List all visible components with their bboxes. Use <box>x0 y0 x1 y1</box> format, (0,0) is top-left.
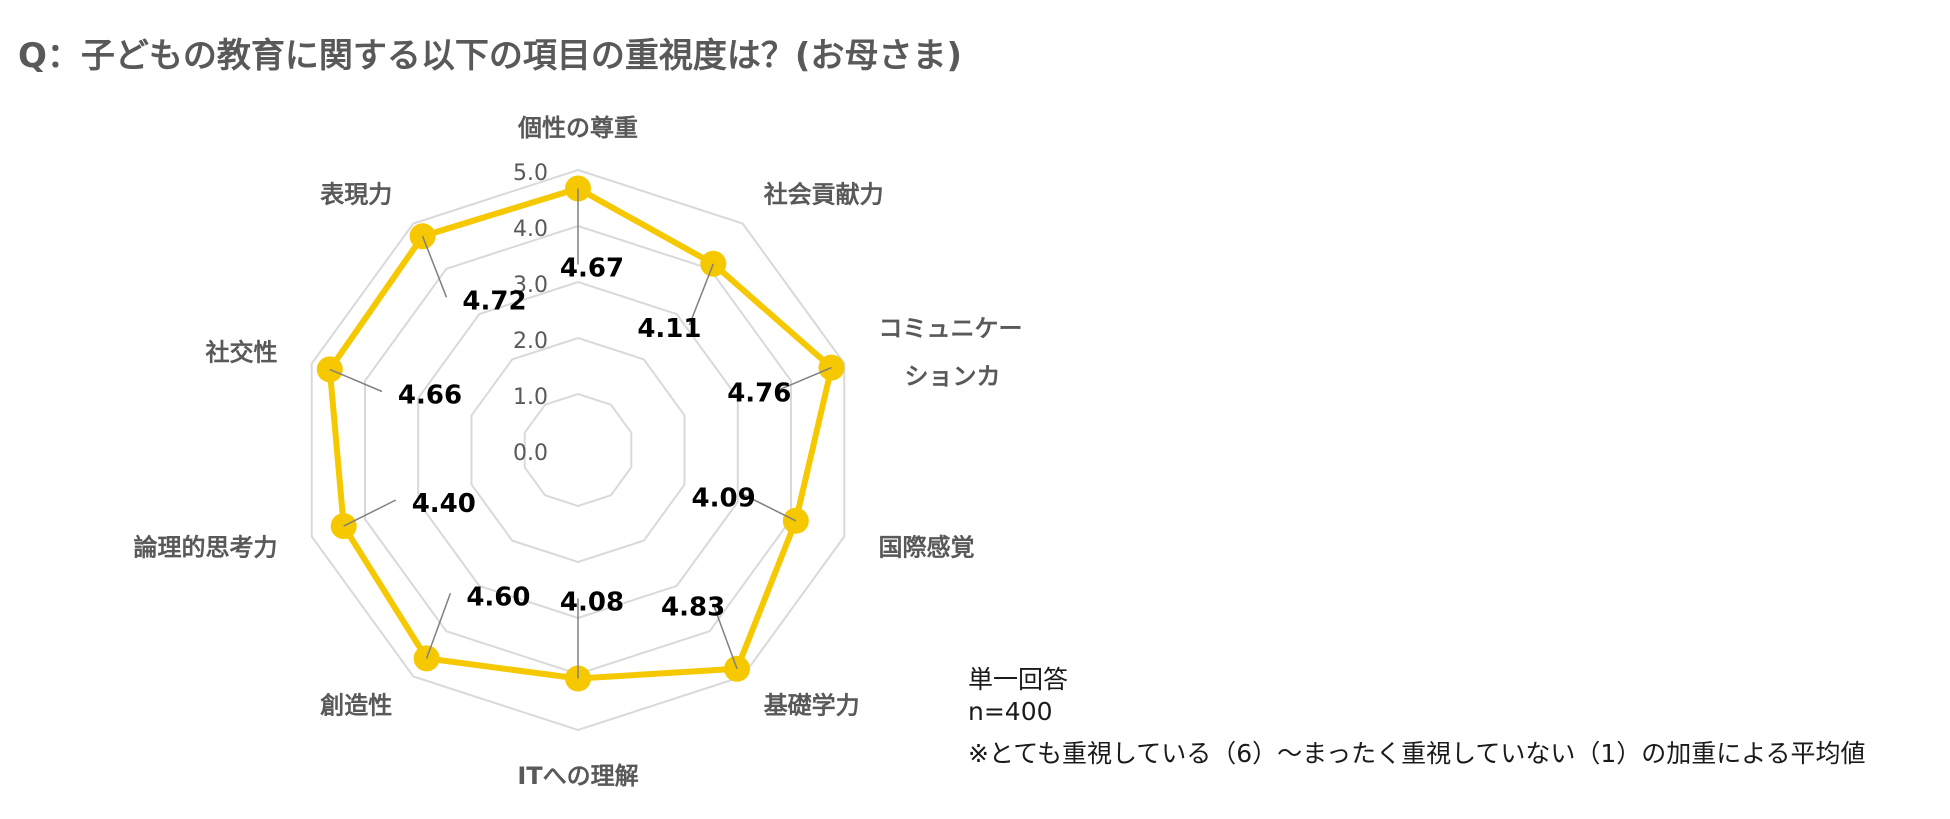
grid-ring-1 <box>523 392 633 508</box>
grid-ring-5 <box>310 168 846 732</box>
category-label: 論理的思考力 <box>134 534 278 562</box>
category-label: 基礎学力 <box>764 692 860 720</box>
category-label: 社交性 <box>206 338 278 366</box>
data-label: 4.40 <box>412 489 476 519</box>
page-title: Q：子どもの教育に関する以下の項目の重視度は？(お母さま) <box>18 36 962 76</box>
category-label-line: 論理的思考力 <box>134 534 278 562</box>
category-label-line: コミュニケー <box>879 314 1023 342</box>
category-label-line: 表現力 <box>320 180 392 208</box>
tick-label: 1.0 <box>513 385 548 410</box>
radar-chart: 0.0 1.0 2.0 3.0 4.0 5.0 個性の尊重社会貢献力コミュニケーションカ国… <box>134 114 1023 790</box>
category-label-line: ITへの理解 <box>517 762 638 790</box>
leader-line <box>779 366 832 391</box>
category-label-line: 個性の尊重 <box>517 114 638 142</box>
tick-label: 5.0 <box>513 161 548 186</box>
leader-line <box>425 593 452 659</box>
data-labels: 4.67 4.11 4.76 4.09 4.83 4.08 4.60 4.40 4.66 4.72 <box>398 254 791 623</box>
tick-label: 4.0 <box>513 217 548 242</box>
note-method: ※とても重視している（6）～まったく重視していない（1）の加重による平均値 <box>968 739 1866 768</box>
category-label-line: ションカ <box>905 362 1001 390</box>
category-label-line: 社交性 <box>206 338 278 366</box>
leader-line <box>743 494 797 522</box>
data-label: 4.67 <box>560 254 624 284</box>
leader-line <box>712 603 738 670</box>
data-label: 4.76 <box>727 379 791 409</box>
data-label: 4.09 <box>692 484 756 514</box>
note-answer-type: 単一回答 <box>968 665 1069 694</box>
data-label: 4.72 <box>462 286 526 316</box>
category-label: 表現力 <box>320 180 392 208</box>
data-label: 4.08 <box>560 588 624 618</box>
leader-line <box>421 235 448 298</box>
tick-label: 0.0 <box>513 441 548 466</box>
category-label: ITへの理解 <box>517 762 638 790</box>
grid-ring-2 <box>470 336 686 564</box>
data-label: 4.83 <box>661 593 725 623</box>
data-label: 4.66 <box>398 381 462 411</box>
category-label: コミュニケーションカ <box>879 314 1023 390</box>
category-label-line: 国際感覚 <box>879 534 975 562</box>
tick-labels: 0.0 1.0 2.0 3.0 4.0 5.0 <box>513 161 548 466</box>
category-label: 国際感覚 <box>879 534 975 562</box>
leader-line <box>688 263 714 326</box>
category-label: 創造性 <box>320 692 392 720</box>
category-label: 個性の尊重 <box>517 114 638 142</box>
leader-lines <box>329 188 832 679</box>
category-label-line: 社会貢献力 <box>764 180 884 208</box>
note-sample-size: n=400 <box>968 697 1053 726</box>
category-label: 社会貢献力 <box>764 180 884 208</box>
category-label-line: 基礎学力 <box>764 692 860 720</box>
data-label: 4.60 <box>466 582 530 612</box>
leader-line <box>343 499 397 527</box>
tick-label: 3.0 <box>513 273 548 298</box>
leader-line <box>329 368 383 393</box>
tick-label: 2.0 <box>513 329 548 354</box>
data-label: 4.11 <box>637 314 701 344</box>
category-label-line: 創造性 <box>320 692 392 720</box>
